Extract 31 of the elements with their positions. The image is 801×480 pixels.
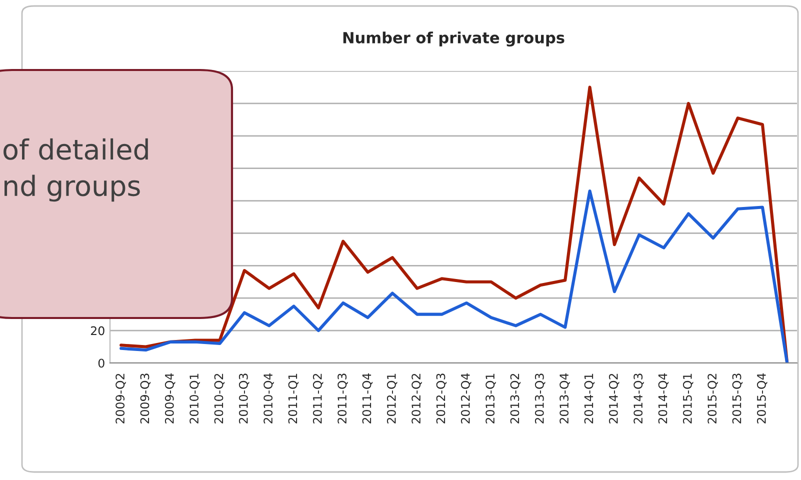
x-tick-label: 2013-Q2 xyxy=(510,374,521,424)
x-tick-label: 2010-Q2 xyxy=(214,374,225,424)
x-tick-label: 2011-Q3 xyxy=(338,374,348,424)
y-tick-label: 20 xyxy=(90,326,104,336)
x-tick-label: 2012-Q4 xyxy=(460,373,472,424)
x-tick-label: 2013-Q4 xyxy=(560,373,570,424)
x-tick-label: 2012-Q1 xyxy=(386,374,398,424)
x-tick-label: 2013-Q3 xyxy=(534,374,546,424)
y-tick-label: 0 xyxy=(98,358,104,368)
x-tick-label: 2015-Q1 xyxy=(682,374,694,424)
x-tick-label: 2010-Q3 xyxy=(238,374,250,424)
x-tick-label: 2011-Q1 xyxy=(288,374,299,424)
x-tick-label: 2015-Q4 xyxy=(756,373,768,424)
x-tick-label: 2014-Q1 xyxy=(584,374,595,424)
x-tick-label: 2014-Q2 xyxy=(608,374,620,424)
x-tick-label: 2014-Q3 xyxy=(634,374,644,424)
x-tick-label: 2012-Q3 xyxy=(436,374,447,424)
x-tick-label: 2009-Q4 xyxy=(164,373,176,424)
x-tick-label: 2009-Q2 xyxy=(116,374,126,424)
x-tick-label: 2014-Q4 xyxy=(658,373,669,424)
x-tick-label: 2013-Q1 xyxy=(486,374,496,424)
x-tick-label: 2009-Q3 xyxy=(140,374,151,424)
chart-title: Number of private groups xyxy=(343,32,564,47)
x-tick-label: 2011-Q2 xyxy=(312,374,324,424)
annotation: of detailed nd groups xyxy=(4,138,148,202)
x-tick-label: 2011-Q4 xyxy=(362,373,373,424)
x-tick-label: 2015-Q2 xyxy=(708,374,718,424)
x-tick-label: 2012-Q2 xyxy=(412,374,422,424)
x-tick-label: 2015-Q3 xyxy=(732,374,743,424)
x-tick-label: 2010-Q1 xyxy=(190,374,200,424)
x-tick-label: 2010-Q4 xyxy=(264,373,274,424)
